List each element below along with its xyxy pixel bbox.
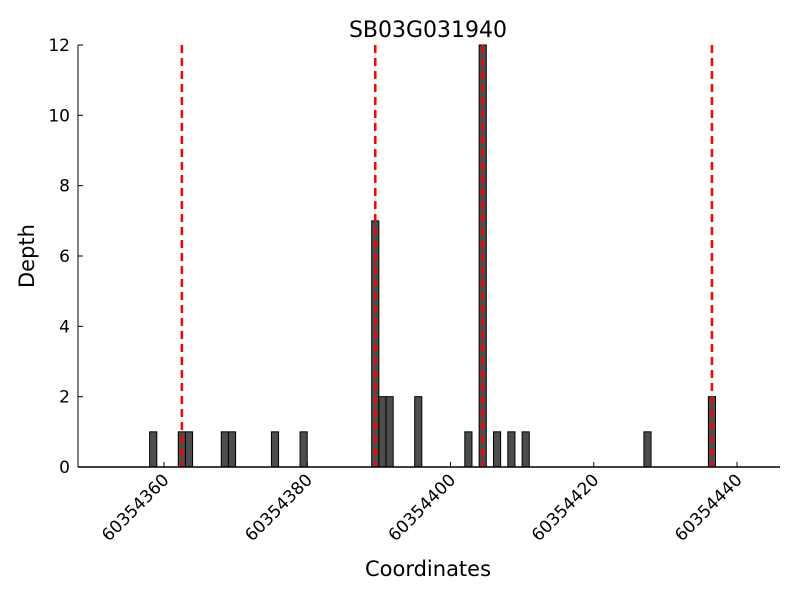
depth-bar xyxy=(521,431,530,468)
x-tick-label: 60354400 xyxy=(385,470,460,545)
y-tick-label: 0 xyxy=(59,458,70,478)
chart-title: SB03G031940 xyxy=(349,18,507,43)
x-tick-label: 60354380 xyxy=(241,470,316,545)
x-tick-label: 60354360 xyxy=(98,470,173,545)
depth-bar xyxy=(464,431,473,468)
y-tick-label: 6 xyxy=(59,247,70,267)
y-tick-label: 4 xyxy=(59,317,70,337)
depth-bar xyxy=(414,396,423,468)
y-tick-label: 8 xyxy=(59,177,70,197)
x-axis-label: Coordinates xyxy=(365,557,491,581)
depth-bar xyxy=(707,396,717,468)
depth-bar xyxy=(507,431,516,468)
depth-bar xyxy=(149,431,158,468)
y-axis-label: Depth xyxy=(15,224,39,288)
depth-bar xyxy=(184,431,194,468)
y-tick-label: 12 xyxy=(48,36,70,56)
x-tick-label: 60354420 xyxy=(528,470,603,545)
depth-bar xyxy=(385,396,394,468)
depth-bar xyxy=(220,431,229,468)
y-tick-label: 2 xyxy=(59,388,70,408)
depth-bar xyxy=(643,431,652,468)
depth-bar xyxy=(299,431,308,468)
depth-bar xyxy=(270,431,280,468)
x-tick-label: 60354440 xyxy=(671,470,746,545)
depth-bar xyxy=(492,431,502,468)
y-tick-label: 10 xyxy=(48,106,70,126)
depth-bar xyxy=(227,431,237,468)
depth-bar xyxy=(378,396,387,468)
